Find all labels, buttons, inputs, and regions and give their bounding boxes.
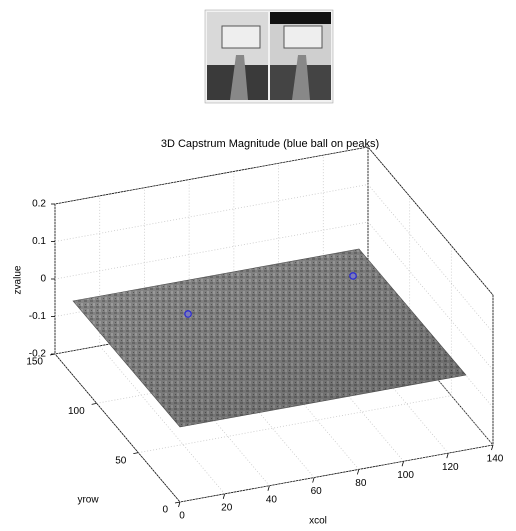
- x-tick: [178, 501, 181, 508]
- x-tick: [491, 444, 494, 451]
- grid-line: [138, 395, 452, 454]
- x-tick-label: 40: [266, 494, 278, 505]
- grid-line: [99, 345, 226, 495]
- y-tick-label: 100: [68, 406, 85, 417]
- y-tick: [133, 452, 139, 455]
- y-tick: [91, 402, 97, 405]
- y-tick-label: 150: [26, 357, 43, 368]
- z-tick-label: -0.1: [29, 311, 47, 322]
- grid-line: [367, 221, 494, 371]
- x-tick-label: 100: [397, 470, 414, 481]
- z-tick-label: -0.2: [29, 349, 47, 360]
- x-tick: [446, 453, 449, 459]
- x-tick-label: 140: [487, 454, 504, 465]
- grid-line: [54, 146, 369, 205]
- axes: 0 20 40 60 80 100 120 140 0 50 100 150-0.2 -0.1 0 0.1 0…: [26, 146, 504, 522]
- x-tick-label: 20: [221, 502, 233, 513]
- y-axis-label: yrow: [77, 495, 99, 506]
- z-axis-label: zvalue: [13, 265, 24, 294]
- grid-line: [54, 353, 181, 503]
- chart-title: 3D Capstrum Magnitude (blue ball on peak…: [161, 138, 379, 150]
- grid-line: [54, 221, 369, 280]
- z-tick-label: 0.2: [32, 199, 46, 210]
- peak-marker: [349, 272, 357, 280]
- grid-line: [179, 444, 494, 503]
- z-tick-label: 0.1: [32, 236, 46, 247]
- x-tick-label: 80: [355, 478, 367, 489]
- y-tick-label: 50: [115, 455, 127, 466]
- x-tick: [267, 485, 270, 491]
- grid-line: [54, 184, 369, 242]
- x-tick-label: 120: [442, 462, 459, 473]
- surface-shade: [73, 249, 466, 427]
- x-tick: [312, 477, 315, 483]
- y-tick: [174, 501, 181, 504]
- x-tick: [356, 469, 360, 475]
- z-tick-label: 0: [40, 274, 46, 285]
- x-tick: [222, 493, 226, 499]
- grid-line: [367, 184, 494, 333]
- x-axis-label: xcol: [309, 516, 327, 527]
- x-tick-label: 60: [311, 486, 323, 497]
- preview-image: [204, 9, 334, 104]
- x-tick-label: 0: [179, 511, 185, 522]
- x-tick: [401, 461, 404, 467]
- grid-line: [367, 146, 494, 296]
- y-tick-label: 0: [162, 505, 168, 516]
- peak-marker: [184, 310, 192, 318]
